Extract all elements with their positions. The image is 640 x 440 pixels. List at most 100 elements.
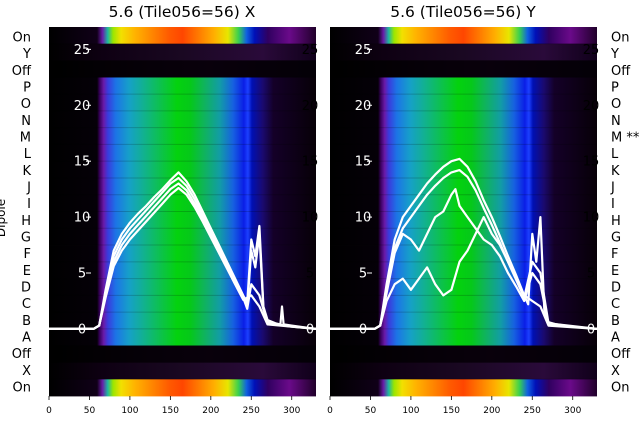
dipole-label: F xyxy=(611,247,618,262)
heatmap-row xyxy=(49,77,316,95)
overlay-y-tick-label: 5 xyxy=(306,267,314,282)
heatmap-row xyxy=(330,295,597,313)
x-tick-label: 100 xyxy=(402,406,419,416)
heatmap-row xyxy=(330,94,597,112)
series-line xyxy=(49,182,317,330)
x-tick-label: 0 xyxy=(327,406,333,416)
dipole-label: On xyxy=(13,381,31,396)
dipole-label: C xyxy=(611,297,620,312)
heatmap-row xyxy=(49,27,316,45)
chart-title: 5.6 (Tile056=56) Y xyxy=(390,3,536,21)
dipole-label: Off xyxy=(611,347,631,362)
dipole-label: On xyxy=(611,31,629,46)
dipole-label: Y xyxy=(610,47,619,62)
dipole-label: L xyxy=(24,147,32,162)
overlay-y-tick-label: 20 xyxy=(355,99,372,114)
dipole-label: I xyxy=(27,197,31,212)
heatmap-row xyxy=(49,261,316,279)
chart-title: 5.6 (Tile056=56) X xyxy=(109,3,256,21)
heatmap-row xyxy=(49,362,316,380)
heatmap-row xyxy=(330,228,597,246)
dipole-label: K xyxy=(22,164,31,179)
y-axis-label: Dipole xyxy=(0,199,8,237)
overlay-y-tick-label: 5 xyxy=(359,267,367,282)
dipole-label: K xyxy=(611,164,620,179)
overlay-y-tick-label: 5 xyxy=(78,267,86,282)
heatmap-row xyxy=(49,110,316,129)
heatmap-row xyxy=(49,43,316,61)
heatmap-row xyxy=(49,161,316,179)
dipole-label: H xyxy=(611,214,621,229)
x-tick-label: 50 xyxy=(84,406,96,416)
dipole-label: C xyxy=(22,297,31,312)
x-tick-label: 0 xyxy=(46,406,52,416)
overlay-y-tick-label: 10 xyxy=(355,211,372,226)
x-tick-label: 200 xyxy=(202,406,219,416)
dipole-label: E xyxy=(611,264,619,279)
dipole-label: A xyxy=(22,331,31,346)
heatmap-row xyxy=(49,228,316,246)
dipole-label: D xyxy=(611,281,621,296)
x-tick-label: 200 xyxy=(483,406,500,416)
heatmap-row xyxy=(49,328,316,347)
x-tick-label: 100 xyxy=(121,406,138,416)
overlay-y-tick-label: 25 xyxy=(583,43,600,58)
panel-gap xyxy=(316,0,330,27)
heatmap-row xyxy=(330,144,597,162)
heatmap-row xyxy=(330,362,597,380)
overlay-y-tick-label: 20 xyxy=(583,99,600,114)
dipole-label: G xyxy=(611,231,621,246)
heatmap-row xyxy=(49,312,316,330)
dipole-label: H xyxy=(21,214,31,229)
dipole-label: N xyxy=(611,114,621,129)
off-row-shade xyxy=(49,60,316,78)
heatmap-row xyxy=(330,278,597,296)
heatmap-row xyxy=(49,278,316,296)
heatmap-row xyxy=(330,161,597,179)
heatmap-row xyxy=(49,94,316,112)
off-row-shade xyxy=(330,60,597,78)
dipole-label: G xyxy=(21,231,31,246)
overlay-y-tick-label: 15 xyxy=(302,155,319,170)
overlay-y-tick-label: 25 xyxy=(302,43,319,58)
dipole-label: L xyxy=(611,147,619,162)
heatmap-row xyxy=(330,177,597,196)
x-tick-label: 250 xyxy=(524,406,541,416)
series-line xyxy=(330,216,598,330)
heatmap-row xyxy=(49,211,316,229)
dipole-label: X xyxy=(611,364,620,379)
x-tick-label: 250 xyxy=(243,406,260,416)
dipole-label: N xyxy=(21,114,31,129)
dipole-label: Y xyxy=(22,47,31,62)
overlay-y-tick-label: 0 xyxy=(587,322,595,337)
series-line xyxy=(330,188,598,330)
dipole-label: P xyxy=(611,81,619,96)
dipole-label: B xyxy=(611,314,620,329)
dipole-label: D xyxy=(21,281,31,296)
series-line xyxy=(49,186,317,330)
overlay-y-tick-label: 0 xyxy=(306,322,314,337)
dipole-label: Off xyxy=(12,347,32,362)
heatmap-row xyxy=(330,27,597,45)
heatmap-row xyxy=(49,127,316,145)
dipole-label: F xyxy=(24,247,31,262)
dipole-label: J xyxy=(610,181,615,196)
dipole-label: M xyxy=(20,131,31,146)
overlay-y-tick-label: 20 xyxy=(302,99,319,114)
dipole-label: Off xyxy=(611,64,631,79)
dipole-label: I xyxy=(611,197,615,212)
dipole-label: B xyxy=(22,314,31,329)
x-tick-label: 300 xyxy=(283,406,300,416)
heatmap-row xyxy=(330,328,597,347)
dipole-label: P xyxy=(23,81,31,96)
dipole-label: E xyxy=(23,264,31,279)
dipole-label: O xyxy=(611,97,621,112)
series-line xyxy=(330,157,598,330)
heatmap-row xyxy=(330,194,597,212)
off-row-shade xyxy=(49,345,316,363)
heatmap-row xyxy=(330,110,597,129)
x-tick-label: 150 xyxy=(162,406,179,416)
overlay-y-tick-label: 10 xyxy=(302,211,319,226)
